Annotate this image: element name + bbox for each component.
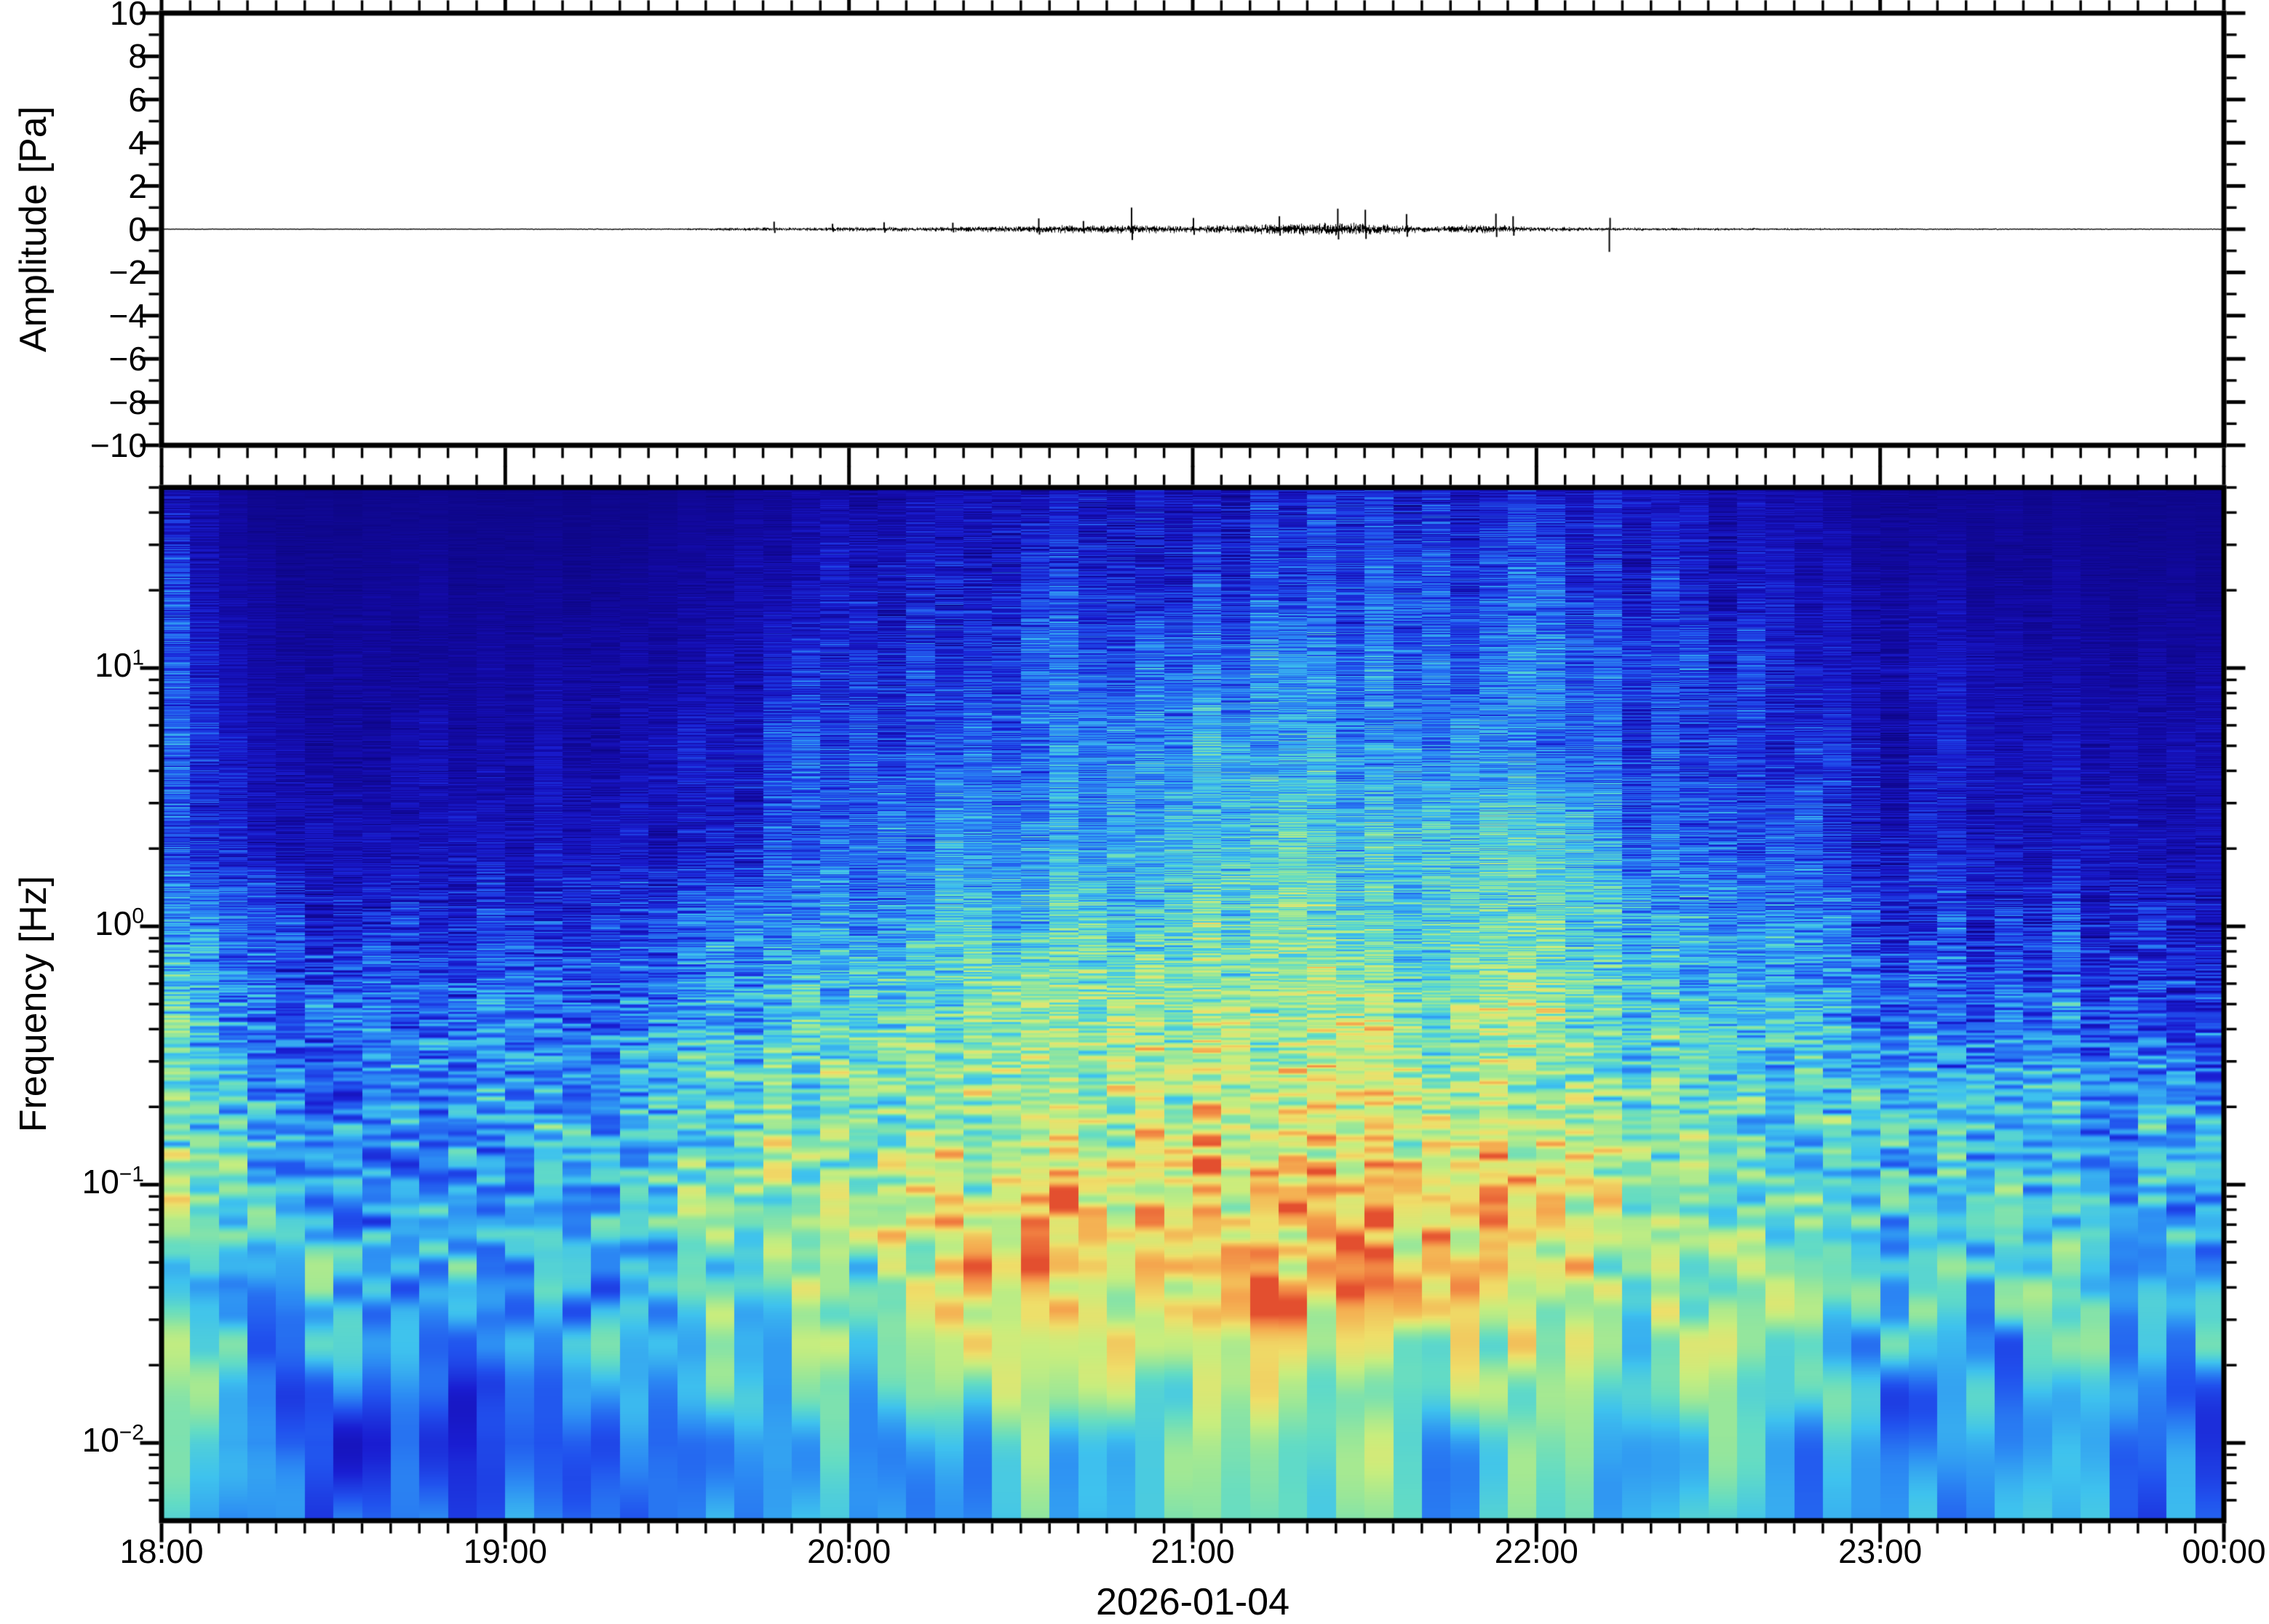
frequency-tick-base: 10 (95, 646, 132, 685)
frequency-tick-exponent: −1 (119, 1162, 144, 1187)
frequency-tick-exponent: 1 (132, 645, 144, 670)
time-tick-label: 22:00 (1494, 1532, 1578, 1570)
frequency-tick-base: 10 (82, 1163, 119, 1201)
amplitude-tick-label: −8 (108, 383, 147, 421)
amplitude-tick-label: −6 (108, 340, 147, 378)
amplitude-tick-label: 8 (128, 37, 147, 76)
amplitude-tick-label: 4 (128, 124, 147, 162)
amplitude-tick-label: −4 (108, 296, 147, 335)
frequency-tick-exponent: 0 (132, 904, 144, 928)
amplitude-tick-label: 10 (109, 0, 147, 32)
date-label: 2026-01-04 (1096, 1581, 1290, 1623)
amplitude-tick-label: −2 (108, 253, 147, 292)
frequency-tick-base: 10 (82, 1421, 119, 1460)
time-tick-label: 19:00 (463, 1532, 547, 1570)
frequency-tick-exponent: −2 (119, 1420, 144, 1445)
amplitude-tick-label: 6 (128, 80, 147, 119)
time-tick-label: 18:00 (119, 1532, 204, 1570)
amplitude-tick-label: 2 (128, 167, 147, 205)
amplitude-tick-label: 0 (128, 210, 147, 248)
time-tick-label: 21:00 (1151, 1532, 1235, 1570)
time-tick-label: 23:00 (1838, 1532, 1923, 1570)
frequency-tick-base: 10 (95, 904, 132, 943)
frequency-tick-label: 10−2 (38, 1422, 144, 1457)
frequency-tick-label: 10−1 (38, 1162, 144, 1201)
frequency-tick-label: 101 (38, 645, 144, 685)
time-tick-label: 20:00 (807, 1532, 891, 1570)
time-tick-label: 00:00 (2182, 1532, 2266, 1570)
amplitude-tick-label: −10 (90, 426, 147, 464)
frequency-tick-label: 100 (38, 904, 144, 943)
